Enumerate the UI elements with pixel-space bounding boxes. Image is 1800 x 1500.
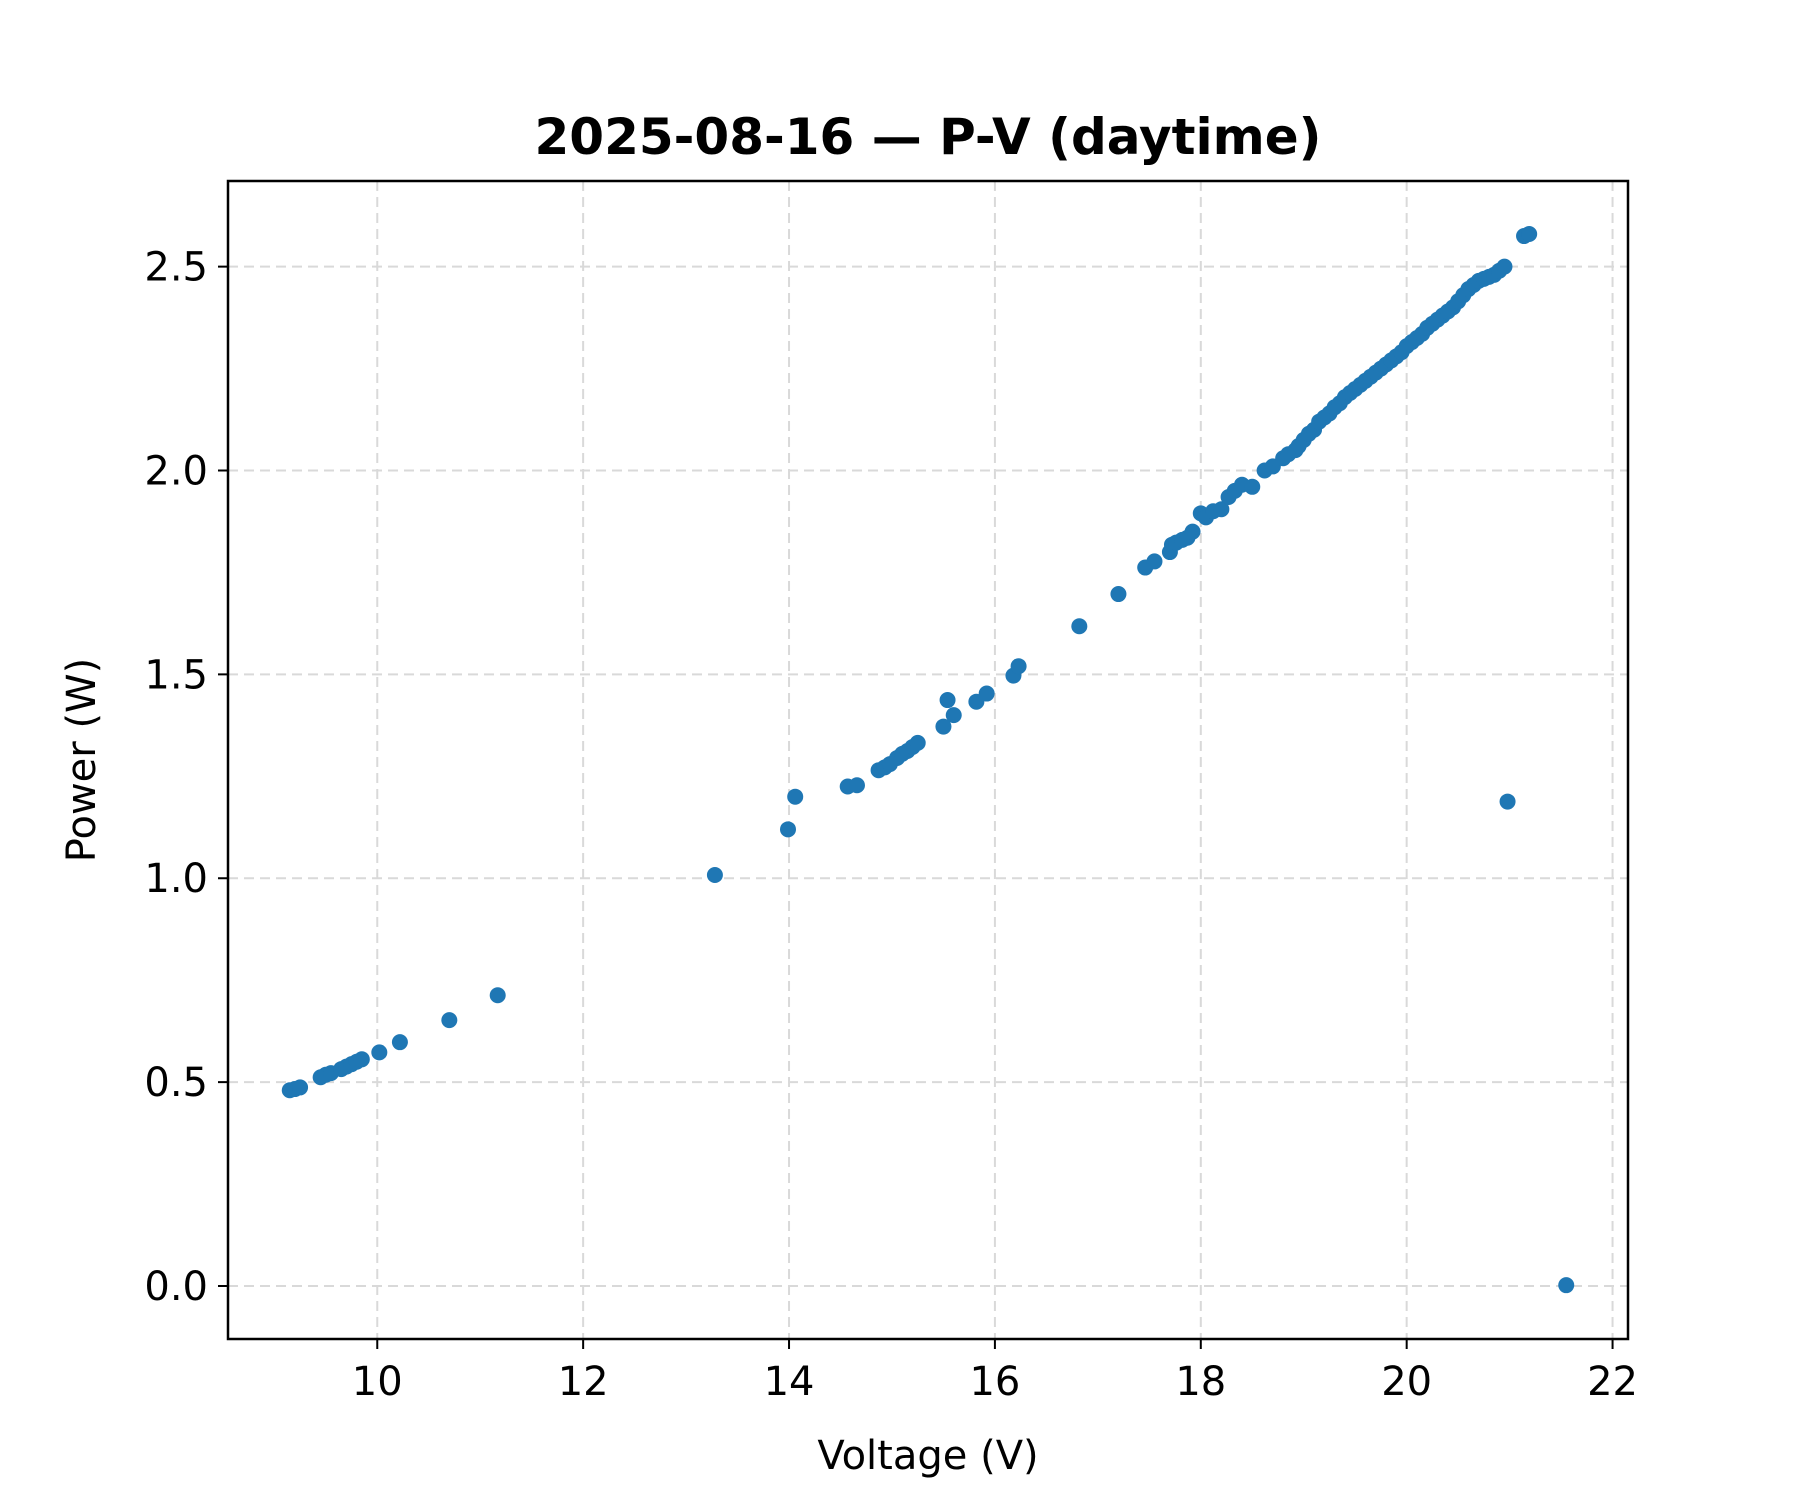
x-tick-label: 10 [352, 1359, 403, 1405]
x-axis-ticks: 10 12 14 16 18 20 22 [352, 1339, 1638, 1405]
data-point [1110, 586, 1127, 603]
data-point [489, 987, 506, 1004]
data-point [1496, 258, 1513, 275]
y-tick-label: 0.0 [144, 1264, 208, 1310]
y-tick-label: 2.0 [144, 449, 208, 495]
data-points [281, 226, 1575, 1294]
data-point [1244, 478, 1261, 495]
data-point [1213, 501, 1230, 518]
data-point [353, 1051, 370, 1068]
data-point [292, 1079, 309, 1096]
data-point [371, 1044, 388, 1061]
data-point [1071, 618, 1088, 635]
x-tick-label: 16 [969, 1359, 1020, 1405]
y-tick-label: 1.0 [144, 856, 208, 902]
y-tick-label: 1.5 [144, 652, 208, 698]
data-point [1521, 226, 1538, 243]
data-point [1499, 793, 1516, 810]
x-axis-label: Voltage (V) [817, 1433, 1038, 1479]
plot-frame [226, 179, 1630, 1341]
x-tick-label: 18 [1175, 1359, 1226, 1405]
data-point [787, 788, 804, 805]
data-point [978, 685, 995, 702]
y-axis-ticks: 0.0 0.5 1.0 1.5 2.0 2.5 [144, 245, 228, 1310]
x-tick-label: 22 [1587, 1359, 1638, 1405]
y-axis-label: Power (W) [59, 658, 105, 862]
y-tick-label: 2.5 [144, 245, 208, 291]
chart-title: 2025-08-16 — P-V (daytime) [535, 108, 1322, 166]
data-point [706, 866, 723, 883]
grid [228, 181, 1628, 1339]
x-tick-label: 20 [1381, 1359, 1432, 1405]
x-tick-label: 14 [764, 1359, 815, 1405]
data-point [780, 821, 796, 838]
x-tick-label: 12 [558, 1359, 609, 1405]
data-point [909, 734, 926, 751]
data-point [1146, 553, 1163, 570]
data-point [441, 1012, 458, 1029]
data-point [939, 692, 956, 709]
data-point [945, 707, 962, 724]
data-point [935, 718, 952, 735]
data-point [848, 777, 865, 794]
data-point [391, 1034, 408, 1051]
data-point [1184, 523, 1201, 540]
y-tick-label: 0.5 [144, 1060, 208, 1106]
data-point [1558, 1277, 1575, 1294]
data-point [1010, 658, 1027, 675]
